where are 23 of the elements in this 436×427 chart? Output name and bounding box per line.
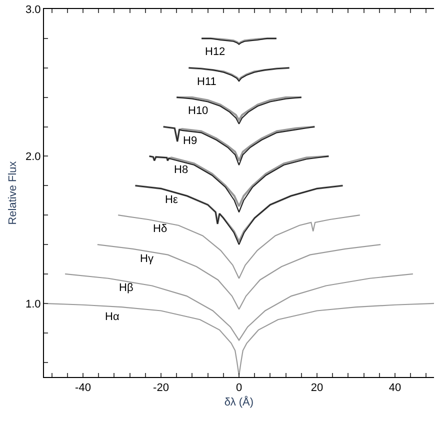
line-series (64, 273, 414, 341)
x-tick-label: 0 (236, 382, 242, 394)
x-tick-label: -40 (75, 382, 91, 394)
series-label: Hβ (119, 282, 134, 294)
series-label: Hγ (140, 253, 154, 265)
y-tick-label: 2.0 (26, 151, 41, 164)
x-tick-label: 40 (388, 382, 402, 394)
series-label: H11 (197, 76, 216, 88)
series-label: H10 (188, 105, 208, 117)
line-series (96, 244, 382, 310)
y-tick-label: 3.0 (26, 4, 41, 16)
series-label: H8 (174, 164, 188, 176)
series-label: Hα (105, 311, 120, 323)
x-axis-title: δλ (Å) (224, 395, 254, 408)
series-label: H9 (183, 135, 198, 147)
series-label: H12 (205, 46, 226, 58)
line-series (118, 214, 360, 279)
series-label: Hδ (153, 223, 168, 235)
series-label: Hε (165, 194, 178, 206)
y-tick-label: 1.0 (26, 298, 41, 310)
x-tick-label: 20 (310, 382, 324, 394)
y-axis-title: Relative Flux (7, 160, 20, 225)
x-tick-label: -20 (153, 382, 169, 394)
